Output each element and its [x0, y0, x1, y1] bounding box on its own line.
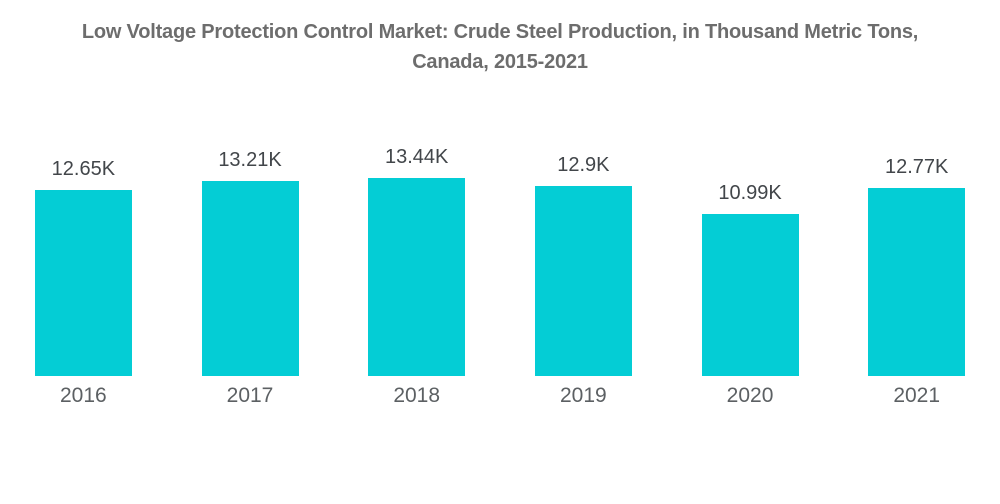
x-axis: 2016 2017 2018 2019 2020 2021	[0, 384, 1000, 408]
x-axis-label: 2021	[893, 384, 941, 407]
bar	[534, 185, 632, 376]
bar-value-label: 13.44K	[384, 146, 449, 168]
bar-value-label: 12.9K	[557, 153, 610, 176]
x-axis-label: 2019	[559, 384, 607, 407]
bar	[201, 181, 299, 376]
bars-row: 12.65K 13.21K 13.44K 12.9K 10.99K 12.77K	[0, 146, 1000, 376]
bar	[368, 178, 466, 376]
bar-column: 13.21K	[167, 149, 334, 376]
x-axis-label: 2018	[393, 384, 441, 407]
chart-title: Low Voltage Protection Control Market: C…	[0, 0, 1000, 77]
bar-column: 10.99K	[667, 182, 834, 376]
x-axis-label: 2016	[59, 384, 107, 407]
bar	[34, 189, 132, 376]
bar-column: 12.77K	[833, 156, 1000, 376]
chart-title-line1: Low Voltage Protection Control Market: C…	[81, 21, 919, 43]
bar	[868, 187, 966, 376]
chart-title-line2: Canada, 2015-2021	[412, 51, 588, 73]
x-axis-label: 2020	[726, 384, 774, 407]
bar-value-label: 10.99K	[718, 182, 782, 205]
bar	[701, 214, 799, 376]
x-axis-label: 2017	[226, 384, 274, 407]
bar-value-label: 12.65K	[51, 157, 116, 180]
bar-column: 13.44K	[333, 146, 500, 376]
bar-value-label: 12.77K	[885, 155, 949, 178]
bar-column: 12.9K	[500, 154, 667, 376]
bar-value-label: 13.21K	[218, 149, 282, 172]
bar-column: 12.65K	[0, 158, 167, 376]
